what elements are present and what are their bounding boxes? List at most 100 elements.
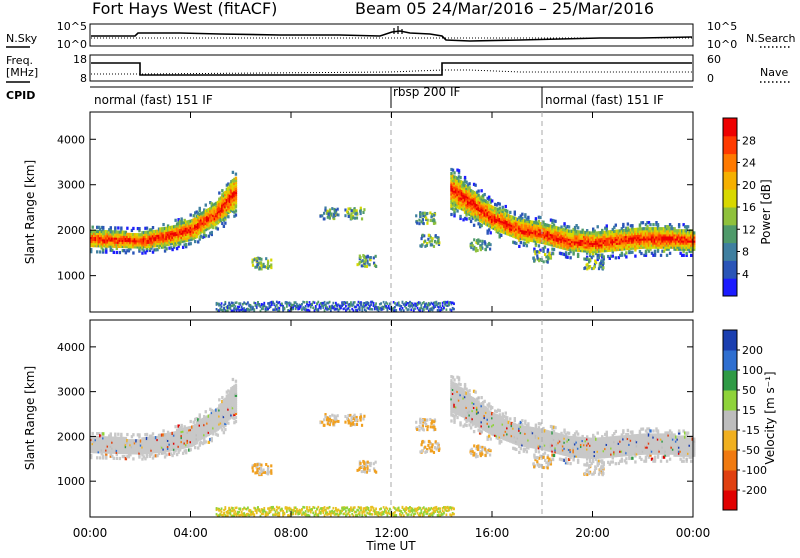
power-cell: [283, 308, 285, 311]
noise-left-tick-bottom: 10^0: [57, 38, 87, 51]
power-cell: [669, 252, 671, 255]
power-cell: [542, 250, 544, 253]
power-cell: [615, 224, 617, 227]
power-cell: [267, 267, 269, 270]
power-cell: [327, 212, 329, 215]
power-cell: [386, 302, 388, 305]
power-cell: [437, 239, 439, 242]
noise-left-tick-top: 10^5: [57, 20, 87, 33]
power-cell: [270, 266, 272, 269]
power-cell: [359, 309, 361, 312]
power-cell: [424, 240, 426, 243]
power-cell: [353, 303, 355, 306]
freq-left-tick-bottom: 8: [80, 72, 87, 85]
power-cell: [395, 309, 397, 312]
power-cell: [459, 176, 461, 179]
power-cell: [132, 251, 134, 254]
power-cell: [223, 307, 225, 310]
power-cell: [315, 305, 317, 308]
velocity-cell: [99, 456, 101, 459]
power-cell: [622, 223, 624, 226]
power-cell: [606, 224, 608, 227]
power-cell: [483, 193, 485, 196]
power-cell: [524, 213, 526, 216]
power-cell: [563, 222, 565, 225]
power-cell: [577, 253, 579, 256]
power-cell: [652, 223, 654, 226]
power-cell: [235, 209, 237, 212]
velocity-cell: [132, 433, 134, 436]
power-cell: [346, 210, 348, 213]
freq-right-tick-bottom: 0: [707, 72, 714, 85]
power-y-tick-label: 1000: [57, 270, 85, 283]
power-cell: [625, 255, 627, 258]
power-cell: [552, 252, 554, 255]
power-cell: [480, 189, 482, 192]
power-cell: [491, 199, 493, 202]
power-cell: [359, 210, 361, 213]
power-cell: [486, 245, 488, 248]
power-cell: [459, 215, 461, 218]
power-cell: [132, 227, 134, 230]
power-cell: [569, 256, 571, 259]
power-colorbar-label: Power [dB]: [759, 179, 773, 244]
power-cell: [317, 309, 319, 312]
freq-right-tick-top: 60: [707, 53, 721, 66]
power-cell: [547, 258, 549, 261]
power-cell: [349, 309, 351, 312]
power-cell: [402, 301, 404, 304]
power-cell: [152, 226, 154, 229]
power-cell: [256, 263, 258, 266]
power-cell: [553, 248, 555, 251]
power-cell: [666, 254, 668, 257]
colorbar-cell: [723, 243, 737, 261]
velocity-cell: [146, 433, 148, 436]
power-cell: [533, 256, 535, 259]
power-cell: [174, 219, 176, 222]
power-cell: [312, 306, 314, 309]
power-cell: [458, 169, 460, 172]
power-cell: [356, 217, 358, 220]
power-cell: [267, 264, 269, 267]
power-cell: [370, 256, 372, 259]
velocity-cell: [114, 433, 116, 436]
velocity-cell: [217, 434, 219, 437]
velocity-data-layer: [90, 375, 695, 517]
velocity-cell: [132, 457, 134, 460]
power-cell: [500, 234, 502, 237]
power-cell: [398, 301, 400, 304]
power-cell: [625, 251, 627, 254]
power-cell: [309, 301, 311, 304]
power-cell: [439, 302, 441, 305]
nsearch-label: N.Search: [746, 32, 796, 45]
power-cell: [615, 256, 617, 259]
power-cell: [362, 254, 364, 257]
power-cell: [547, 261, 549, 264]
power-cell: [99, 250, 101, 253]
velocity-cell: [162, 429, 164, 432]
power-cell: [235, 177, 237, 180]
velocity-cell: [165, 453, 167, 456]
power-cell: [685, 252, 687, 255]
power-cell: [418, 219, 420, 222]
power-cell: [595, 261, 597, 264]
power-y-tick-label: 4000: [57, 133, 85, 146]
power-cell: [180, 217, 182, 220]
power-cell: [185, 243, 187, 246]
power-cell: [588, 266, 590, 269]
beam-dates-title: Beam 05 24/Mar/2016 – 25/Mar/2016: [355, 0, 654, 18]
noise-right-tick-top: 10^5: [707, 20, 737, 33]
power-cell: [422, 212, 424, 215]
power-cell: [468, 186, 470, 189]
power-cell: [221, 222, 223, 225]
power-cell: [660, 254, 662, 257]
power-cell: [138, 227, 140, 230]
power-cell: [499, 203, 501, 206]
velocity-cell: [102, 432, 104, 435]
nsky-trace: [91, 31, 692, 41]
power-cell: [533, 259, 535, 262]
power-cell: [584, 266, 586, 269]
velocity-cell: [205, 440, 207, 443]
power-cell: [586, 264, 588, 267]
power-cell: [640, 252, 642, 255]
